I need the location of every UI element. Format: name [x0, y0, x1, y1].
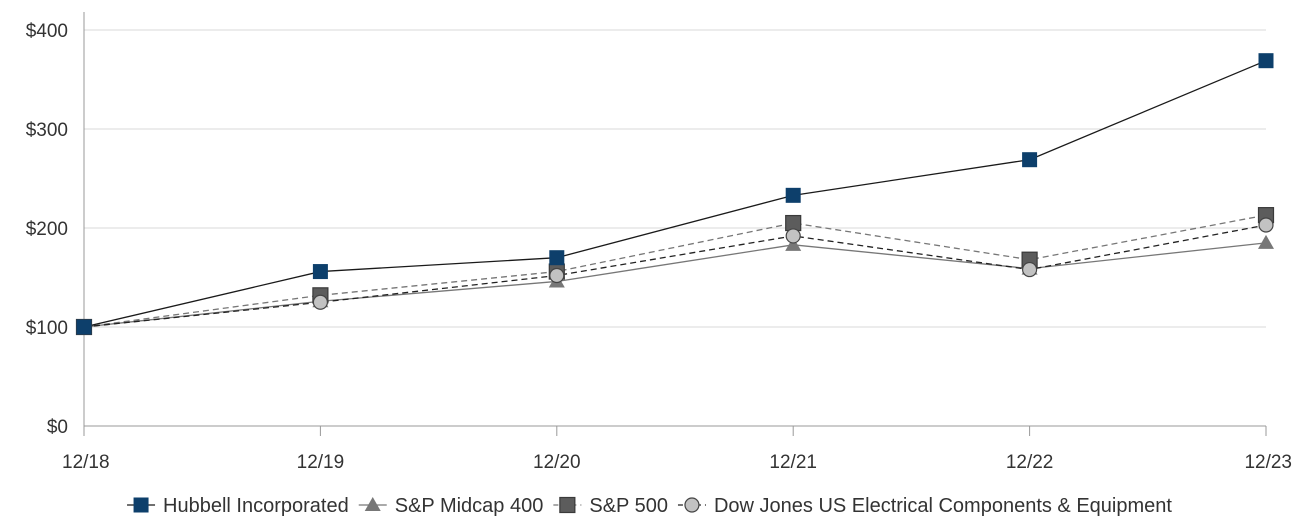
data-point — [1022, 152, 1038, 168]
data-point — [312, 294, 328, 310]
series-line — [83, 242, 1267, 328]
x-tick-label: 12/23 — [1244, 452, 1292, 473]
data-point — [1021, 261, 1038, 278]
x-tick-label: 12/21 — [769, 452, 817, 473]
y-tick-label: $0 — [47, 417, 68, 438]
legend-label: Dow Jones US Electrical Components & Equ… — [714, 495, 1172, 517]
data-point — [1258, 53, 1274, 69]
legend-marker — [684, 497, 700, 513]
y-tick-label: $400 — [26, 21, 68, 42]
data-point — [549, 250, 565, 266]
data-point — [785, 187, 801, 203]
legend-item: Dow Jones US Electrical Components & Equ… — [677, 495, 1172, 517]
data-point — [1258, 234, 1274, 249]
gridlines — [84, 29, 1266, 328]
axes — [83, 12, 1267, 436]
legend-label: Hubbell Incorporated — [163, 495, 349, 517]
x-tick-label: 12/20 — [533, 452, 581, 473]
series-line — [83, 214, 1267, 328]
series-line — [83, 60, 1267, 328]
x-tick-label: 12/18 — [62, 452, 110, 473]
x-tick-label: 12/22 — [1006, 452, 1054, 473]
legend-marker — [364, 497, 381, 511]
legend-item: S&P Midcap 400 — [358, 495, 544, 517]
series-lines — [83, 60, 1267, 328]
legend-item: S&P 500 — [553, 495, 668, 517]
legend-marker — [133, 497, 149, 513]
legend-label: S&P 500 — [589, 495, 668, 517]
y-tick-label: $300 — [26, 120, 68, 141]
data-point — [549, 267, 565, 284]
data-point — [785, 228, 801, 244]
legend-label: S&P Midcap 400 — [395, 495, 544, 517]
legend-marker — [559, 496, 576, 514]
series-line — [83, 224, 1267, 328]
series-markers — [75, 53, 1275, 336]
data-point — [312, 264, 328, 280]
legend: Hubbell Incorporated S&P Midcap 400 S&P 50… — [127, 495, 1172, 517]
data-point — [76, 319, 92, 335]
legend-item: Hubbell Incorporated — [127, 495, 349, 517]
data-point — [785, 214, 802, 232]
x-tick-label: 12/19 — [297, 452, 345, 473]
tick-labels: $0 $100 $200 $300 $400 12/18 12/19 12/20 12/21 12… — [26, 21, 1292, 473]
y-tick-label: $200 — [26, 219, 68, 240]
data-point — [785, 236, 802, 251]
data-point — [1258, 217, 1274, 233]
y-tick-label: $100 — [26, 318, 68, 339]
